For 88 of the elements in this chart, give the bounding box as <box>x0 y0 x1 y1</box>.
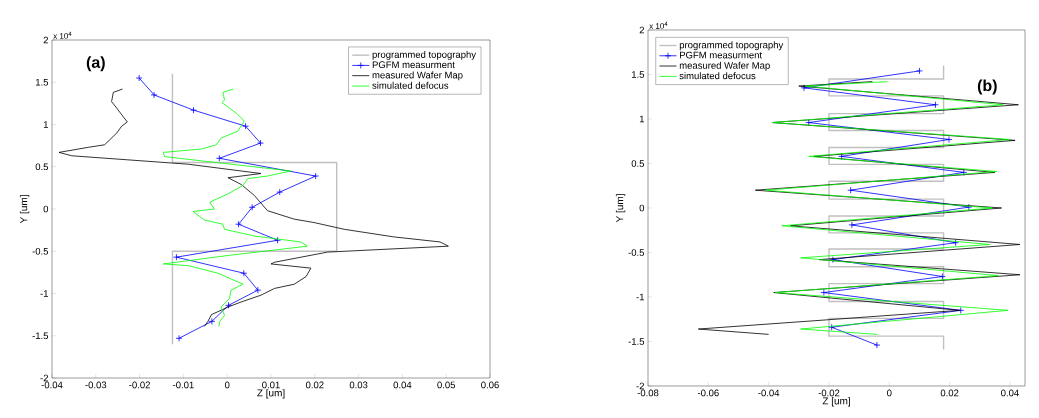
point <box>960 169 968 176</box>
point <box>257 139 264 147</box>
point <box>848 221 856 229</box>
x-tick-label: -0.04 <box>758 389 780 397</box>
point <box>938 273 946 280</box>
x-tick-label: 0.06 <box>481 381 499 389</box>
y-tick-label: -2 <box>636 382 645 390</box>
point <box>916 67 923 75</box>
point <box>254 286 262 294</box>
point <box>820 289 828 296</box>
legend-label: programmed topography <box>679 41 784 51</box>
point <box>800 84 808 92</box>
y-tick-label: -2 <box>40 374 48 382</box>
y-tick-label: 1.5 <box>631 71 645 78</box>
y-tick-label: 2 <box>639 26 644 34</box>
x-tick-label: -0.02 <box>129 381 150 389</box>
y-tick-label: 1 <box>639 115 644 123</box>
x-tick-label: 0.04 <box>393 381 412 389</box>
legend-label: simulated defocus <box>372 81 449 89</box>
point <box>276 188 284 196</box>
point <box>135 74 143 82</box>
x-tick-label: -0.06 <box>697 389 719 397</box>
x-tick-label: 0.05 <box>437 381 456 389</box>
y-tick-label: 1 <box>43 121 48 128</box>
point <box>965 203 973 211</box>
y-tick-label: -0.5 <box>32 247 49 255</box>
point <box>312 172 320 180</box>
legend-label: measured Wafer Map <box>372 71 463 81</box>
line-series <box>765 81 1011 335</box>
y-tick-label: -1.5 <box>628 338 645 345</box>
point <box>150 91 158 99</box>
text: x 10$^{4}$ <box>649 21 668 29</box>
legend-label: PGFM measurment <box>680 51 763 59</box>
line-series <box>171 73 338 345</box>
line-series <box>162 88 308 327</box>
x-tick-label: -0.04 <box>41 381 63 389</box>
x-tick-label: -0.03 <box>85 381 107 389</box>
point <box>945 136 953 143</box>
point <box>175 334 183 342</box>
point <box>829 256 837 264</box>
x-tick-label: 0.02 <box>305 381 324 389</box>
y-tick-label: -0.5 <box>628 249 645 256</box>
line-series <box>58 88 449 327</box>
point <box>240 269 248 277</box>
annotation: (b) <box>977 79 997 95</box>
point <box>828 323 836 331</box>
y-tick-label: -1.5 <box>32 332 49 340</box>
point <box>932 101 939 109</box>
text: x 10$^{4}$ <box>53 31 72 39</box>
annotation: (a) <box>86 56 105 72</box>
point <box>873 341 881 349</box>
legend-label: PGFM measurment <box>372 61 455 69</box>
y-tick-label: 0 <box>639 204 645 212</box>
point <box>190 106 197 114</box>
point <box>805 119 813 126</box>
y-axis-title: Y [um] <box>615 194 626 223</box>
y-tick-label: -1 <box>636 293 645 301</box>
y-axis-title: Y [um] <box>19 195 30 224</box>
x-tick-label: 0 <box>224 381 230 389</box>
y-tick-label: 1.5 <box>35 78 49 86</box>
x-axis-title: Z [um] <box>257 389 285 399</box>
point <box>957 306 965 314</box>
legend-label: simulated defocus <box>679 72 756 80</box>
point <box>242 122 249 130</box>
x-tick-label: 0.01 <box>262 381 280 389</box>
point <box>208 317 216 325</box>
x-tick-label: -0.02 <box>818 389 840 397</box>
legend-label: programmed topography <box>372 50 477 60</box>
x-tick-label: 0 <box>887 389 892 397</box>
x-tick-label: 0.03 <box>349 381 368 389</box>
x-tick-label: 0.04 <box>1001 389 1019 397</box>
y-tick-label: 0.5 <box>35 163 49 171</box>
x-tick-label: 0.02 <box>940 389 959 397</box>
point <box>952 239 960 247</box>
y-tick-label: 0 <box>43 205 49 213</box>
y-tick-label: -1 <box>40 290 48 297</box>
y-tick-label: 0.5 <box>631 160 645 167</box>
legend-label: measured Wafer Map <box>679 61 770 71</box>
x-tick-label: -0.01 <box>173 381 194 389</box>
point <box>847 186 855 194</box>
point <box>248 203 256 211</box>
x-tick-label: -0.08 <box>637 389 659 397</box>
point <box>274 236 281 244</box>
x-axis-title: Z [um] <box>822 397 850 407</box>
point <box>215 154 223 162</box>
point <box>172 253 180 261</box>
point <box>235 220 242 228</box>
y-tick-label: 2 <box>43 36 48 44</box>
